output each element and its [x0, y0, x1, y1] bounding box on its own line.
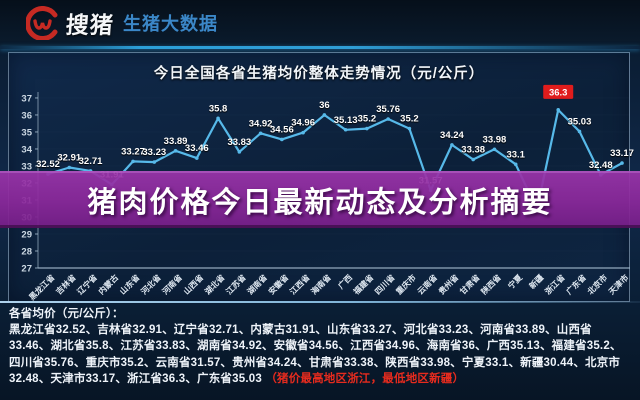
summary-heading: 各省均价（元/公斤）：: [9, 308, 124, 320]
summary-body: 黑龙江省32.52、吉林省32.91、辽宁省32.71、内蒙古31.91、山东省…: [9, 324, 622, 385]
brand-name: 搜猪: [64, 12, 115, 38]
summary-note: （猪价最高地区浙江，最低地区新疆）: [265, 372, 465, 385]
summary-body-wrap: 黑龙江省32.52、吉林省32.91、辽宁省32.71、内蒙古31.91、山东省…: [9, 322, 633, 387]
brand-tagline: 生猪大数据: [123, 14, 218, 34]
pig-snout-icon: [26, 6, 58, 40]
headline-text: 猪肉价格今日最新动态及分析摘要: [87, 186, 553, 219]
summary-divider: [0, 301, 640, 303]
summary-section: 各省均价（元/公斤）： 黑龙江省32.52、吉林省32.91、辽宁省32.71、…: [9, 306, 633, 387]
header-divider: [0, 46, 640, 49]
headline-banner: 猪肉价格今日最新动态及分析摘要: [0, 171, 640, 228]
site-header: 搜猪 生猪大数据: [0, 0, 640, 46]
chart-title: 今日全国各省生猪均价整体走势情况（元/公斤）: [153, 66, 485, 82]
